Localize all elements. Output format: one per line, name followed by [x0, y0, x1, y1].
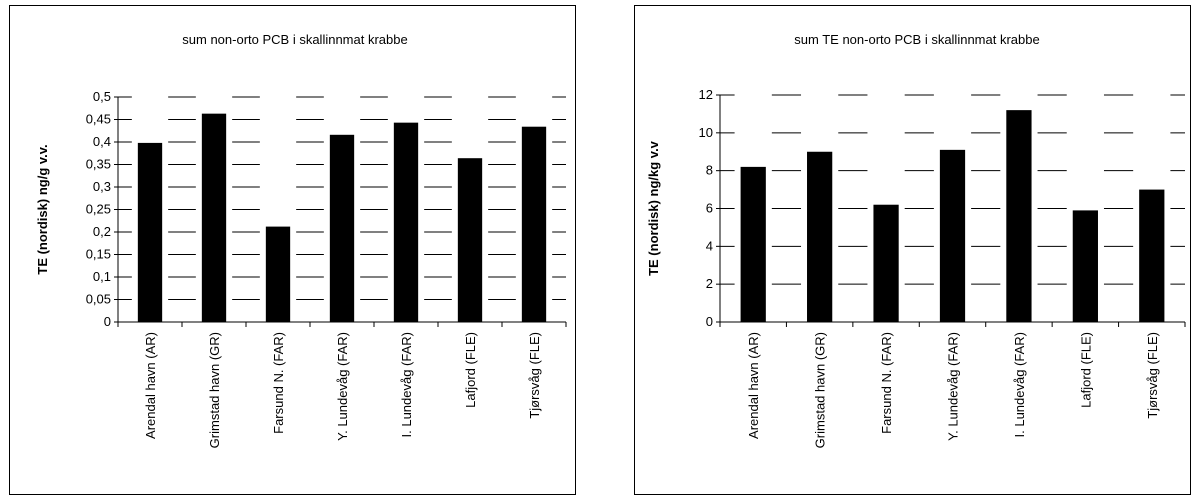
y-tick-label: 6	[706, 201, 713, 216]
y-tick-label: 0,2	[93, 224, 111, 239]
chart-panel-pcb: sum non-orto PCB i skallinnmat krabbe TE …	[9, 5, 576, 495]
y-tick-label: 0,45	[86, 112, 111, 127]
bar	[1139, 189, 1165, 322]
bar	[521, 126, 547, 322]
bar	[265, 226, 291, 322]
bar	[740, 166, 766, 322]
chart-title: sum non-orto PCB i skallinnmat krabbe	[182, 32, 407, 47]
y-tick-label: 0,35	[86, 157, 111, 172]
x-tick-label: Farsund N. (FAR)	[271, 332, 286, 434]
y-tick-label: 0,5	[93, 89, 111, 104]
y-tick-label: 0,4	[93, 134, 111, 149]
bar	[1072, 210, 1098, 322]
chart-title: sum TE non-orto PCB i skallinnmat krabbe	[794, 32, 1039, 47]
bar	[137, 142, 163, 322]
bar	[457, 158, 483, 322]
y-tick-label: 10	[699, 125, 713, 140]
x-tick-label: Lafjord (FLE)	[463, 332, 478, 408]
x-tick-label: Y. Lundevåg (FAR)	[335, 332, 350, 441]
x-tick-label: Tjørsvåg (FLE)	[527, 332, 542, 419]
bar	[939, 149, 966, 322]
y-axis-label: TE (nordisk) ng/kg v.v	[646, 140, 661, 276]
x-tick-label: Tjørsvåg (FLE)	[1145, 332, 1160, 419]
x-tick-label: I. Lundevåg (FAR)	[1012, 332, 1027, 438]
y-tick-label: 0,25	[86, 202, 111, 217]
bar	[1006, 110, 1032, 322]
y-tick-label: 0	[104, 314, 111, 329]
x-tick-label: Y. Lundevåg (FAR)	[946, 332, 961, 441]
x-tick-label: Arendal havn (AR)	[143, 332, 158, 439]
bar	[873, 204, 899, 322]
y-tick-label: 4	[706, 238, 713, 253]
y-tick-label: 12	[699, 87, 713, 102]
x-tick-label: Grimstad havn (GR)	[207, 332, 222, 448]
y-tick-label: 0,05	[86, 292, 111, 307]
chart-panel-te-pcb: sum TE non-orto PCB i skallinnmat krabbe…	[634, 5, 1191, 495]
y-tick-label: 0	[706, 314, 713, 329]
chart-svg-te-pcb: sum TE non-orto PCB i skallinnmat krabbe…	[646, 32, 1186, 448]
y-tick-label: 2	[706, 276, 713, 291]
x-tick-label: Farsund N. (FAR)	[879, 332, 894, 434]
bar	[329, 134, 355, 322]
y-tick-label: 0,15	[86, 247, 111, 262]
y-axis-label: TE (nordisk) ng/g v.v.	[35, 144, 50, 274]
y-tick-label: 0,1	[93, 269, 111, 284]
chart-svg-pcb: sum non-orto PCB i skallinnmat krabbe TE …	[35, 32, 567, 448]
bar	[393, 122, 419, 323]
bar	[807, 151, 833, 322]
x-tick-label: Arendal havn (AR)	[746, 332, 761, 439]
y-tick-label: 0,3	[93, 179, 111, 194]
y-tick-label: 8	[706, 163, 713, 178]
x-tick-label: Lafjord (FLE)	[1078, 332, 1093, 408]
bar	[201, 113, 227, 323]
x-tick-label: Grimstad havn (GR)	[813, 332, 828, 448]
x-tick-label: I. Lundevåg (FAR)	[399, 332, 414, 438]
